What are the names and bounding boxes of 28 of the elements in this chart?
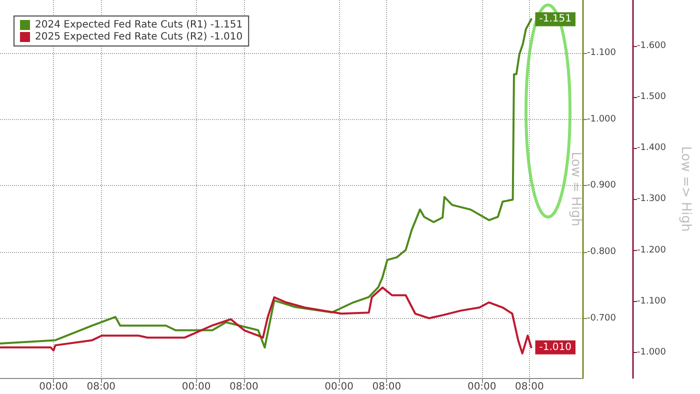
x-tick-label: 00:00	[182, 382, 211, 392]
x-tick-label: 00:00	[39, 382, 68, 392]
x-tick-label: 08:00	[372, 382, 402, 392]
y2-tick-label: -1.400	[637, 143, 666, 154]
x-tick-label: 00:00	[324, 382, 354, 392]
y-tick-label: -0.700	[587, 313, 616, 324]
x-tick-label: 08:00	[86, 382, 116, 392]
legend-label: 2025 Expected Fed Rate Cuts (R2) -1.010	[35, 32, 243, 42]
y-tick-label: -1.000	[587, 114, 616, 124]
line-series	[0, 286, 532, 354]
y-tick-label: -0.800	[587, 247, 616, 257]
y2-tick-label: -1.000	[637, 347, 666, 358]
line-series	[0, 18, 532, 348]
legend-label: 2024 Expected Fed Rate Cuts (R1) -1.151	[35, 20, 243, 30]
x-tick-label: 08:00	[515, 382, 544, 392]
y2-axis-title: Low => High	[678, 146, 693, 232]
data-label: -1.151	[539, 14, 572, 25]
data-label: -1.010	[539, 342, 572, 353]
y2-tick-label: -1.300	[637, 194, 666, 204]
y-axis-title: Low = High	[568, 152, 583, 226]
y2-tick-label: -1.100	[637, 296, 666, 306]
x-tick-label: 08:00	[229, 382, 258, 392]
y2-tick-label: -1.200	[637, 245, 666, 256]
y-tick-label: -1.100	[587, 48, 616, 58]
x-tick-label: 00:00	[467, 382, 496, 392]
y2-tick-label: -1.600	[637, 40, 666, 51]
y2-tick-label: -1.500	[637, 92, 666, 102]
y-tick-label: -0.900	[587, 180, 616, 191]
